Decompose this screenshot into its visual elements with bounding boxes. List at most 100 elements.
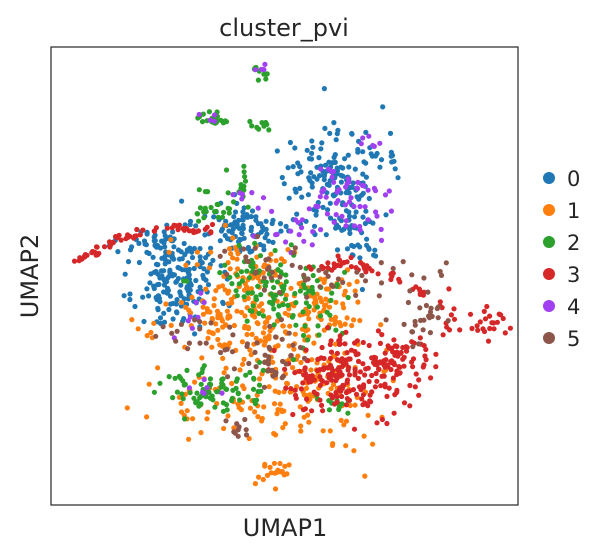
point-cluster-0 xyxy=(383,212,389,218)
point-cluster-3 xyxy=(328,349,335,355)
point-cluster-5 xyxy=(246,360,252,367)
point-cluster-2 xyxy=(245,394,251,400)
point-cluster-2 xyxy=(231,199,237,205)
point-cluster-3 xyxy=(502,330,508,336)
point-cluster-0 xyxy=(136,240,142,246)
point-cluster-3 xyxy=(474,323,480,329)
point-cluster-0 xyxy=(369,153,375,159)
point-cluster-2 xyxy=(283,279,289,285)
point-cluster-3 xyxy=(339,393,345,400)
point-cluster-3 xyxy=(133,233,139,239)
point-cluster-1 xyxy=(237,367,243,373)
point-cluster-1 xyxy=(338,417,344,423)
point-cluster-3 xyxy=(208,229,214,235)
point-cluster-1 xyxy=(260,308,266,314)
point-cluster-3 xyxy=(336,341,343,347)
point-cluster-3 xyxy=(403,348,410,354)
point-cluster-4 xyxy=(309,242,315,248)
point-cluster-0 xyxy=(161,282,167,288)
point-cluster-5 xyxy=(262,359,268,365)
point-cluster-0 xyxy=(332,152,338,158)
point-cluster-5 xyxy=(279,375,285,381)
point-cluster-1 xyxy=(256,474,262,480)
point-cluster-1 xyxy=(306,419,312,425)
point-cluster-5 xyxy=(405,299,411,306)
point-cluster-0 xyxy=(286,195,292,201)
point-cluster-2 xyxy=(271,322,277,328)
point-cluster-0 xyxy=(258,229,264,235)
point-cluster-4 xyxy=(274,231,280,237)
point-cluster-1 xyxy=(328,386,334,392)
point-cluster-2 xyxy=(241,294,247,300)
point-cluster-0 xyxy=(297,163,303,170)
point-cluster-4 xyxy=(351,223,357,229)
point-cluster-1 xyxy=(234,308,240,314)
point-cluster-5 xyxy=(426,313,432,319)
point-cluster-0 xyxy=(155,305,161,311)
point-cluster-2 xyxy=(213,208,219,214)
point-cluster-3 xyxy=(489,320,495,326)
point-cluster-5 xyxy=(335,276,341,282)
point-cluster-3 xyxy=(334,399,340,405)
point-cluster-5 xyxy=(279,336,285,342)
point-cluster-5 xyxy=(383,317,389,323)
point-cluster-0 xyxy=(245,246,251,252)
point-cluster-1 xyxy=(287,323,293,329)
point-cluster-4 xyxy=(219,390,225,396)
point-cluster-0 xyxy=(266,238,272,244)
point-cluster-2 xyxy=(250,386,257,392)
point-cluster-3 xyxy=(413,371,419,377)
point-cluster-5 xyxy=(261,287,267,293)
point-cluster-4 xyxy=(324,211,330,217)
point-cluster-5 xyxy=(241,246,247,252)
point-cluster-2 xyxy=(345,294,351,301)
point-cluster-3 xyxy=(362,372,368,378)
point-cluster-1 xyxy=(281,472,287,478)
point-cluster-3 xyxy=(134,226,140,233)
point-cluster-0 xyxy=(395,175,401,181)
point-cluster-1 xyxy=(199,355,205,361)
point-cluster-1 xyxy=(349,322,355,329)
point-cluster-1 xyxy=(332,318,338,324)
point-cluster-2 xyxy=(200,366,206,372)
point-cluster-4 xyxy=(361,183,367,189)
point-cluster-1 xyxy=(231,425,237,431)
point-cluster-0 xyxy=(359,286,365,293)
point-cluster-5 xyxy=(390,265,396,272)
point-cluster-3 xyxy=(334,374,340,380)
point-cluster-3 xyxy=(319,402,325,408)
point-cluster-0 xyxy=(310,144,316,150)
point-cluster-3 xyxy=(82,252,88,258)
point-cluster-1 xyxy=(213,321,219,327)
point-cluster-1 xyxy=(283,292,289,298)
point-cluster-1 xyxy=(247,347,253,353)
point-cluster-3 xyxy=(417,288,423,294)
point-cluster-1 xyxy=(221,425,227,432)
point-cluster-4 xyxy=(269,208,275,214)
point-cluster-2 xyxy=(207,376,213,382)
point-cluster-5 xyxy=(244,258,250,264)
point-cluster-3 xyxy=(401,400,408,406)
point-cluster-2 xyxy=(230,387,236,393)
point-cluster-1 xyxy=(274,469,280,476)
point-cluster-2 xyxy=(309,284,315,290)
point-cluster-0 xyxy=(173,279,179,285)
point-cluster-3 xyxy=(446,327,453,333)
point-cluster-3 xyxy=(377,359,383,365)
point-cluster-2 xyxy=(300,332,307,339)
point-cluster-2 xyxy=(176,373,182,379)
point-cluster-3 xyxy=(303,371,309,377)
point-cluster-4 xyxy=(378,226,384,232)
legend-marker-3 xyxy=(543,268,555,280)
point-cluster-2 xyxy=(328,297,334,303)
point-cluster-2 xyxy=(246,275,252,281)
point-cluster-2 xyxy=(191,395,197,401)
point-cluster-1 xyxy=(241,356,247,362)
point-cluster-0 xyxy=(313,208,319,214)
point-cluster-0 xyxy=(155,262,161,268)
point-cluster-0 xyxy=(151,238,157,244)
point-cluster-3 xyxy=(388,366,394,373)
point-cluster-2 xyxy=(272,247,278,254)
point-cluster-2 xyxy=(194,390,200,396)
point-cluster-5 xyxy=(435,304,441,310)
